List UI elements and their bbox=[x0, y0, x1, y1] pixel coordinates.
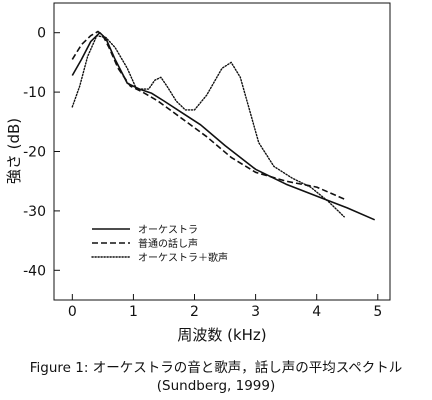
x-axis-title: 周波数 (kHz) bbox=[177, 326, 266, 344]
series-line-solid bbox=[71, 31, 376, 221]
y-tick-label: -40 bbox=[23, 263, 46, 279]
x-tick-label: 2 bbox=[190, 304, 199, 320]
legend-label: オーケストラ＋歌声 bbox=[138, 251, 228, 264]
legend-label: オーケストラ bbox=[138, 224, 198, 236]
y-tick-label: -20 bbox=[23, 145, 46, 161]
series-line-dotted bbox=[71, 35, 345, 218]
y-tick-label: 0 bbox=[37, 26, 46, 42]
x-tick-label: 0 bbox=[68, 304, 77, 320]
x-tick-label: 1 bbox=[129, 304, 138, 320]
legend-label: 普通の話し声 bbox=[138, 237, 198, 250]
y-tick-label: -30 bbox=[23, 204, 46, 220]
y-axis-title: 強さ (dB) bbox=[5, 118, 23, 184]
x-tick-label: 4 bbox=[312, 304, 321, 320]
spectrum-chart: 0 1 2 3 4 5 0 -10 -20 -30 -40 オーケストラ普通の話し声オーケストラ＋歌… bbox=[5, 2, 391, 344]
figure-source: (Sundberg, 1999) bbox=[156, 378, 276, 394]
series-line-dashed bbox=[71, 30, 345, 200]
series-group bbox=[71, 30, 376, 221]
y-tick-label: -10 bbox=[23, 85, 46, 101]
x-tick-label: 5 bbox=[373, 304, 382, 320]
x-tick-label: 3 bbox=[251, 304, 260, 320]
figure-caption: Figure 1: オーケストラの音と歌声，話し声の平均スペクトル bbox=[29, 360, 403, 376]
axis-ticks: 0 1 2 3 4 5 0 -10 -20 -30 -40 bbox=[23, 26, 382, 320]
